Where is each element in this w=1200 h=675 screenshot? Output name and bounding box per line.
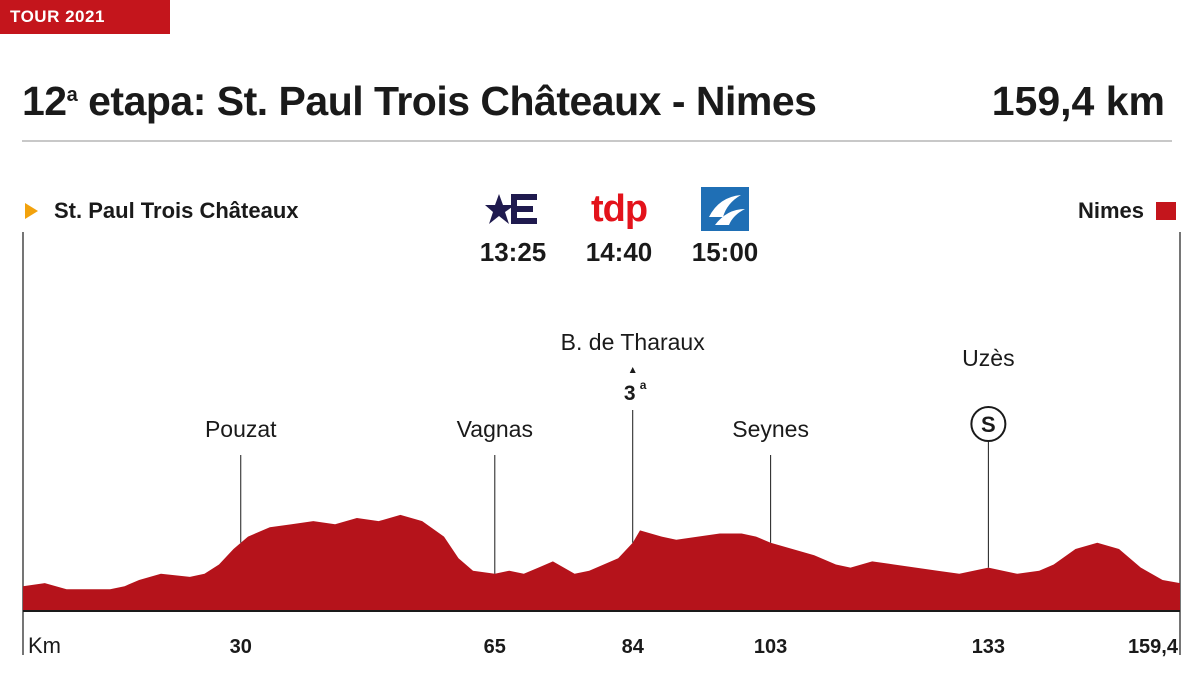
eurosport-time: 13:25: [479, 237, 547, 267]
tdp-time: 14:40: [585, 237, 653, 267]
broadcaster-logo-icon: [680, 185, 770, 233]
start-name: St. Paul Trois Châteaux: [54, 198, 299, 223]
tdp-logo-text: tdp: [590, 188, 648, 230]
broadcast-eurosport: 13:25: [468, 185, 558, 268]
climb-marker-icon: [629, 367, 636, 373]
broadcast-third: 15:00: [680, 185, 770, 268]
x-tick-label-2: 84: [622, 636, 645, 658]
point-label-1: Vagnas: [457, 416, 533, 442]
tdp-logo-icon: tdp: [574, 185, 664, 233]
tour-badge: TOUR 2021: [0, 0, 170, 34]
stage-title: 12a etapa: St. Paul Trois Châteaux - Nim…: [22, 78, 817, 125]
finish-label: Nimes: [1078, 198, 1176, 224]
x-tick-label-0: 30: [230, 636, 252, 658]
x-tick-label-3: 103: [754, 636, 787, 658]
x-axis-label: Km: [28, 633, 61, 658]
finish-square-icon: [1156, 202, 1176, 220]
third-time: 15:00: [691, 237, 759, 267]
stage-ordinal: a: [66, 84, 78, 106]
x-tick-label-5: 159,4: [1128, 636, 1179, 658]
x-tick-label-4: 133: [972, 636, 1005, 658]
eurosport-logo-icon: [468, 185, 558, 233]
sprint-icon: [970, 406, 1007, 442]
climb-category: 3: [624, 382, 636, 405]
broadcast-tdp: tdp 14:40: [574, 185, 664, 268]
point-label-0: Pouzat: [205, 416, 277, 442]
point-label-3: Seynes: [732, 416, 809, 442]
title-divider: [22, 140, 1172, 142]
x-tick-label-1: 65: [484, 636, 506, 658]
stage-number: 12: [22, 78, 67, 124]
start-triangle-icon: [25, 203, 38, 219]
finish-name: Nimes: [1077, 198, 1144, 223]
start-label: St. Paul Trois Châteaux: [25, 198, 299, 224]
point-label-2: B. de Tharaux: [561, 329, 706, 355]
point-label-4: Uzès: [962, 345, 1014, 371]
stage-distance: 159,4 km: [991, 78, 1165, 124]
sprint-label: S: [981, 412, 996, 437]
stage-route: etapa: St. Paul Trois Châteaux - Nimes: [77, 78, 817, 124]
elevation-area: [23, 514, 1180, 611]
climb-category-sup: a: [640, 378, 647, 392]
